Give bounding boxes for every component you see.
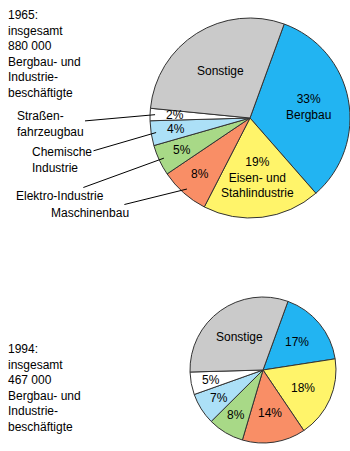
svg-text:17%: 17% [285, 335, 309, 349]
svg-text:2%: 2% [166, 108, 184, 122]
svg-text:5%: 5% [173, 143, 191, 157]
svg-text:8%: 8% [191, 167, 209, 181]
svg-text:18%: 18% [291, 381, 315, 395]
svg-text:33%Bergbau: 33%Bergbau [286, 92, 331, 122]
svg-text:1965:insgesamt880 000Bergbau-: 1965:insgesamt880 000Bergbau- undIndustr… [8, 8, 81, 100]
svg-text:ChemischeIndustrie: ChemischeIndustrie [32, 145, 92, 175]
svg-text:5%: 5% [202, 373, 220, 387]
svg-text:19%Eisen- undStahlindustrie: 19%Eisen- undStahlindustrie [221, 155, 294, 200]
svg-text:Elektro-Industrie: Elektro-Industrie [16, 189, 104, 203]
svg-text:14%: 14% [258, 406, 282, 420]
svg-text:1994:insgesamt467 000Bergbau-: 1994:insgesamt467 000Bergbau- undIndustr… [8, 342, 81, 434]
svg-text:4%: 4% [167, 122, 185, 136]
svg-text:Maschinenbau: Maschinenbau [51, 206, 129, 220]
svg-text:Sonstige: Sonstige [216, 330, 263, 344]
svg-text:7%: 7% [210, 391, 228, 405]
svg-text:8%: 8% [227, 408, 245, 422]
svg-text:Sonstige: Sonstige [197, 64, 244, 78]
svg-text:Straßen-fahrzeugbau: Straßen-fahrzeugbau [17, 109, 84, 139]
